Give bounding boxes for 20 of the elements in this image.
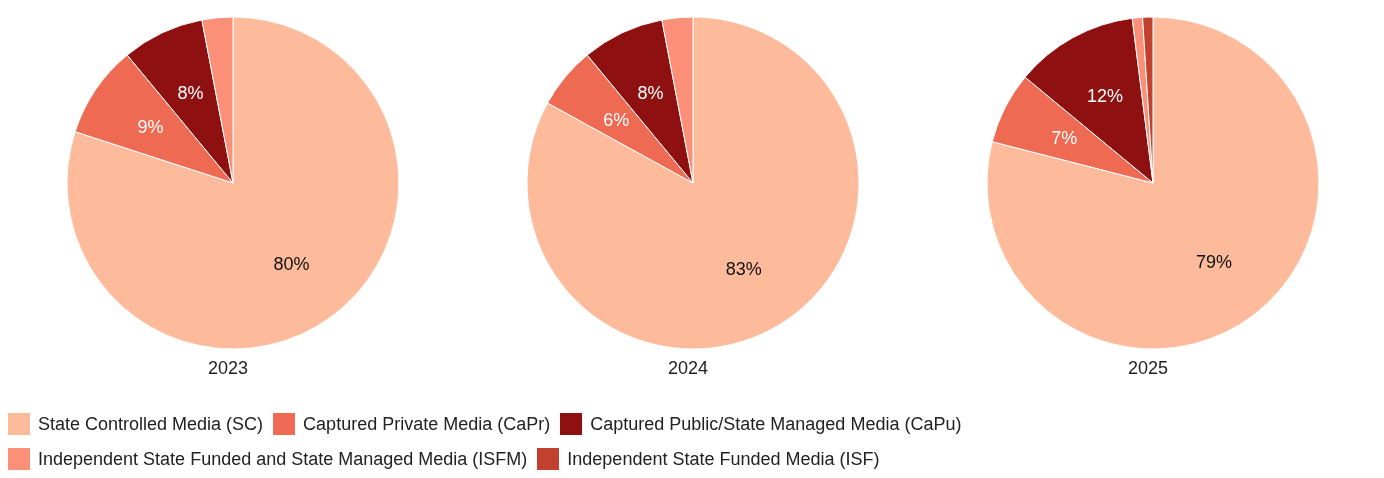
data-label: 12% xyxy=(1087,85,1124,106)
text: 2025 xyxy=(1127,358,1169,379)
data-label: 80% xyxy=(273,253,310,274)
legend-label: Captured Private Media (CaPr) xyxy=(303,413,551,436)
data-label: 7% xyxy=(1051,127,1078,148)
pie-slice xyxy=(526,16,860,350)
data-label: 8% xyxy=(177,82,204,103)
data-label: 8% xyxy=(637,82,664,103)
legend-label: Independent State Funded Media (ISF) xyxy=(567,448,880,471)
legend-label: State Controlled Media (SC) xyxy=(38,413,264,436)
text: 2024 xyxy=(667,358,709,379)
text: 2023 xyxy=(207,358,249,379)
data-label: 79% xyxy=(1196,251,1233,272)
data-label: 6% xyxy=(603,109,630,130)
data-label: 83% xyxy=(725,258,762,279)
data-label: 9% xyxy=(137,117,164,138)
legend-label: Independent State Funded and State Managed Media (ISFM) xyxy=(38,448,528,471)
pie-slice xyxy=(66,16,400,350)
pie-slice xyxy=(986,16,1320,350)
legend-label: Captured Public/State Managed Media (CaPu) xyxy=(590,413,962,436)
